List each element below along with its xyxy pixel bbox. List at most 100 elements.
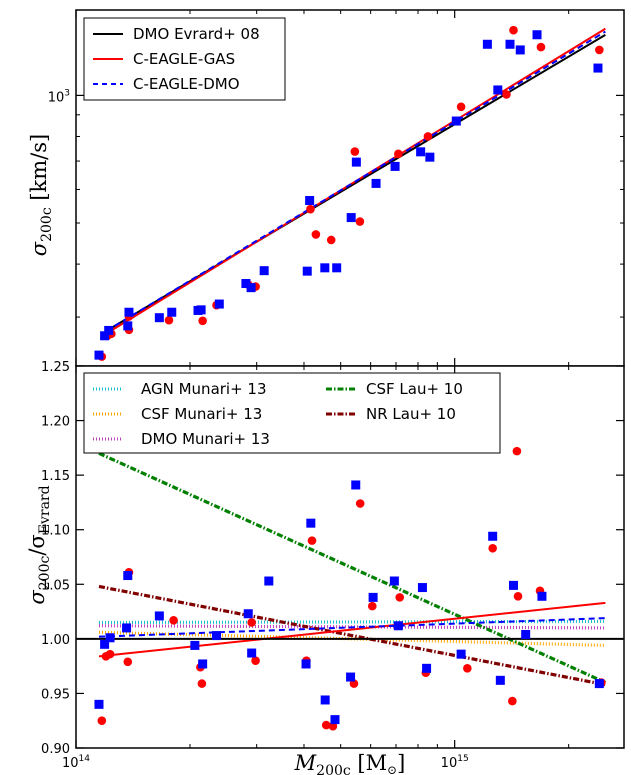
x-label-sub: 200c	[316, 763, 351, 775]
x-tick-label: 1014	[62, 754, 90, 771]
point-c-eagle-gas	[355, 217, 365, 226]
point-c-eagle-gas	[169, 616, 178, 625]
point-c-eagle-gas	[502, 90, 511, 99]
line-dmo-munari-13	[98, 624, 606, 630]
point-c-eagle-dmo	[532, 30, 542, 40]
point-c-eagle-dmo	[505, 39, 515, 49]
point-c-eagle-gas	[595, 45, 604, 55]
point-c-eagle-dmo	[451, 116, 461, 126]
line-nr-lau-10	[98, 584, 606, 687]
line-agn-munari-13	[98, 619, 606, 625]
line-c-eagle-dmo	[98, 617, 606, 638]
point-c-eagle-dmo	[508, 580, 518, 590]
point-c-eagle-gas	[508, 696, 517, 706]
point-c-eagle-dmo	[389, 576, 399, 586]
bottom-y-tick-label: 1.10	[41, 524, 70, 539]
point-c-eagle-dmo	[306, 518, 316, 528]
point-c-eagle-gas	[105, 649, 115, 659]
point-c-eagle-gas	[311, 230, 321, 239]
top-y-label-main: σ	[27, 241, 51, 256]
point-c-eagle-dmo	[482, 39, 492, 49]
point-c-eagle-gas	[97, 716, 107, 726]
point-c-eagle-dmo	[122, 623, 132, 633]
point-c-eagle-dmo	[320, 263, 330, 273]
point-c-eagle-dmo	[346, 672, 356, 682]
point-c-eagle-dmo	[416, 147, 426, 157]
point-c-eagle-gas	[306, 204, 315, 214]
point-c-eagle-dmo	[351, 480, 361, 490]
point-c-eagle-gas	[395, 593, 405, 602]
point-c-eagle-gas	[350, 147, 360, 156]
point-c-eagle-dmo	[301, 659, 311, 669]
point-c-eagle-dmo	[196, 305, 206, 315]
point-c-eagle-dmo	[537, 591, 547, 601]
point-c-eagle-dmo	[368, 592, 378, 602]
bottom-y-tick-label: 1.15	[41, 469, 70, 484]
point-c-eagle-dmo	[243, 609, 253, 619]
bottom-legend: AGN Munari+ 13 CSF Munari+ 13 DMO Munari…	[83, 372, 501, 454]
point-c-eagle-gas	[513, 591, 523, 601]
top-y-label-sub: 200c	[39, 207, 55, 242]
point-c-eagle-dmo	[246, 283, 256, 293]
point-c-eagle-gas	[488, 543, 497, 553]
point-c-eagle-dmo	[417, 583, 427, 593]
top-panel: 103 DMO Evrard+ 08 C-EAGLE-GAS C-EAGLE-D…	[27, 9, 625, 367]
legend-label-agn-munari: AGN Munari+ 13	[141, 380, 267, 398]
point-c-eagle-gas	[307, 536, 317, 545]
bottom-y-tick-label: 1.05	[41, 578, 70, 593]
point-c-eagle-gas	[368, 601, 377, 611]
line-dmo-evrard-08	[105, 34, 606, 332]
point-c-eagle-dmo	[594, 679, 604, 689]
legend-label-nr-lau: NR Lau+ 10	[366, 405, 456, 423]
point-c-eagle-dmo	[123, 571, 133, 581]
point-c-eagle-dmo	[154, 313, 164, 323]
line-c-eagle-gas	[98, 601, 606, 658]
legend-label-dmo: C-EAGLE-DMO	[133, 75, 240, 93]
bottom-panel: 1014 1015 0.90 0.95 1.00 1.05 1.10 1.15 1.20 1.25…	[25, 10, 625, 775]
top-legend: DMO Evrard+ 08 C-EAGLE-GAS C-EAGLE-DMO	[83, 17, 286, 101]
bottom-y-tick-label: 1.00	[41, 633, 70, 648]
point-c-eagle-dmo	[390, 161, 400, 171]
top-fit-lines	[105, 27, 606, 335]
point-c-eagle-dmo	[259, 266, 269, 276]
point-c-eagle-dmo	[167, 307, 177, 317]
bottom-axes-frame	[75, 365, 625, 749]
point-c-eagle-gas	[463, 664, 472, 673]
point-c-eagle-dmo	[425, 152, 435, 162]
legend-label-dmo-munari: DMO Munari+ 13	[141, 430, 270, 448]
bottom-data-points	[94, 446, 606, 731]
point-c-eagle-dmo	[488, 531, 498, 541]
point-c-eagle-dmo	[190, 640, 200, 650]
point-c-eagle-gas	[198, 316, 207, 326]
point-c-eagle-gas	[251, 656, 260, 665]
point-c-eagle-gas	[123, 657, 133, 667]
point-c-eagle-gas	[509, 25, 518, 35]
bottom-y-label-sep: /σ	[25, 534, 49, 555]
bottom-legend-frame	[83, 372, 501, 454]
point-c-eagle-dmo	[371, 178, 381, 188]
point-c-eagle-gas	[197, 679, 207, 688]
point-c-eagle-dmo	[515, 45, 525, 55]
point-c-eagle-gas	[247, 618, 256, 627]
point-c-eagle-dmo	[105, 633, 115, 643]
point-c-eagle-gas	[355, 499, 365, 508]
point-c-eagle-dmo	[100, 331, 110, 341]
point-c-eagle-dmo	[393, 621, 403, 631]
point-c-eagle-dmo	[302, 266, 312, 276]
x-label-main: M	[294, 751, 317, 775]
point-c-eagle-dmo	[94, 699, 104, 709]
point-c-eagle-dmo	[351, 157, 361, 167]
point-c-eagle-dmo	[241, 279, 251, 289]
point-c-eagle-dmo	[493, 85, 503, 95]
x-tick-label: 1015	[441, 754, 469, 771]
legend-label-csf-lau: CSF Lau+ 10	[366, 380, 463, 398]
x-axis-label: M200c [M⊙]	[294, 751, 406, 775]
top-y-axis-label: σ200c [km/s]	[27, 134, 55, 256]
sun-symbol-icon: ⊙	[387, 763, 397, 775]
point-c-eagle-dmo	[456, 649, 466, 659]
bottom-y-tick-label: 0.95	[41, 687, 70, 702]
point-c-eagle-dmo	[123, 321, 133, 331]
point-c-eagle-dmo	[305, 196, 315, 206]
bottom-y-label-sub1: 200c	[37, 556, 53, 591]
